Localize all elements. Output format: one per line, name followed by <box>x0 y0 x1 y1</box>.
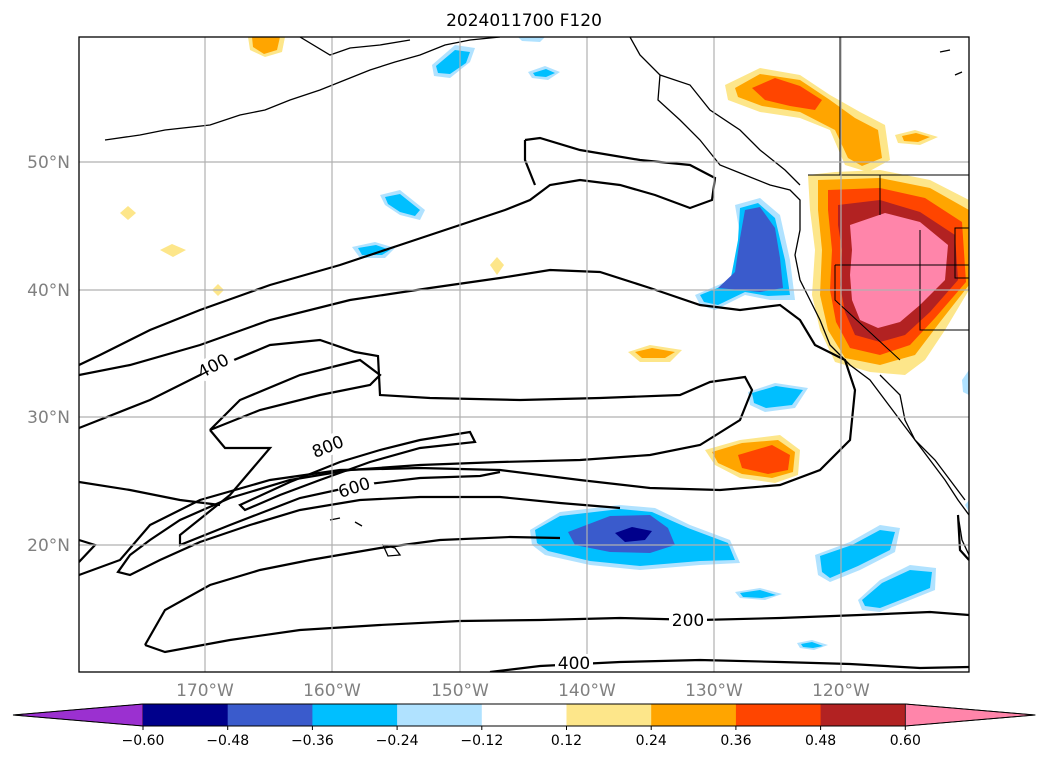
lat-label-50n: 50°N <box>27 153 70 173</box>
colorbar: −0.60 −0.48 −0.36 −0.24 −0.12 0.12 0.24 0.36 0.4… <box>12 703 1036 749</box>
political-borders <box>808 37 969 361</box>
colorbar-segment <box>227 704 313 726</box>
colorbar-tick-label: 0.24 <box>636 733 667 749</box>
colorbar-tick-label: 0.60 <box>890 733 921 749</box>
colorbar-tick-label: 0.48 <box>805 733 836 749</box>
latitude-labels: 50°N 40°N 30°N 20°N <box>27 153 70 556</box>
colorbar-segment <box>397 704 483 726</box>
lat-label-40n: 40°N <box>27 281 70 301</box>
gridlines <box>79 37 969 672</box>
colorbar-segment <box>566 704 652 726</box>
colorbar-segment <box>651 704 737 726</box>
longitude-labels: 170°W 160°W 150°W 140°W 130°W 120°W <box>176 681 870 701</box>
colorbar-segment <box>820 704 906 726</box>
colorbar-tick-label: −0.48 <box>206 733 249 749</box>
colorbar-segment <box>312 704 398 726</box>
lon-label-120w: 120°W <box>812 681 870 701</box>
colorbar-segment <box>143 704 229 726</box>
colorbar-segment <box>481 704 567 726</box>
lat-label-30n: 30°N <box>27 408 70 428</box>
contour-label-group: 400 800 600 200 400 <box>195 346 707 674</box>
colorbar-extend-high <box>904 703 1036 727</box>
lon-label-160w: 160°W <box>303 681 361 701</box>
contour-label-400-lower: 400 <box>558 654 590 674</box>
lon-label-130w: 130°W <box>685 681 743 701</box>
colorbar-tick-label: −0.24 <box>376 733 419 749</box>
colorbar-tick-label: −0.60 <box>122 733 165 749</box>
lon-label-150w: 150°W <box>431 681 489 701</box>
colorbar-tick-label: −0.12 <box>460 733 503 749</box>
lat-label-20n: 20°N <box>27 536 70 556</box>
colorbar-tick-label: 0.12 <box>551 733 582 749</box>
map-panel: 400 800 600 200 400 <box>79 37 969 674</box>
colorbar-extend-low <box>12 703 144 727</box>
colorbar-tick-label: −0.36 <box>291 733 334 749</box>
map-title: 2024011700 F120 <box>446 11 602 31</box>
colorbar-tick-label: 0.36 <box>720 733 751 749</box>
map-frame <box>78 36 970 673</box>
contour-lines <box>79 136 969 672</box>
colorbar-segment <box>735 704 822 726</box>
shaded-anomalies <box>120 37 969 650</box>
lon-label-140w: 140°W <box>558 681 616 701</box>
contour-label-200: 200 <box>672 611 704 631</box>
lon-label-170w: 170°W <box>176 681 234 701</box>
